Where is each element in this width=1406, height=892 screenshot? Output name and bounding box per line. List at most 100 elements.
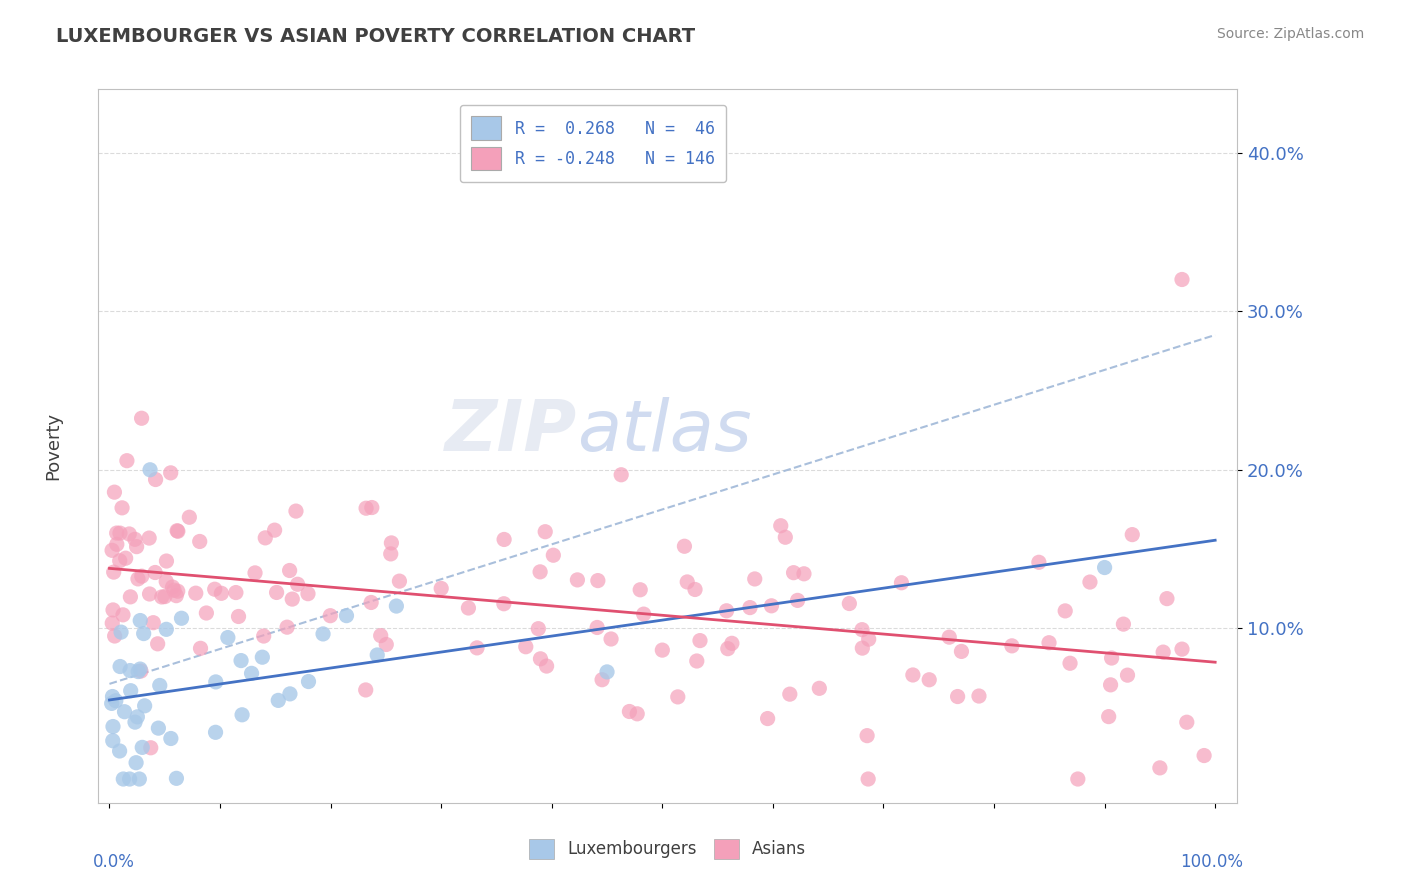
Point (143, 566, 166, 580)
Point (775, 530, 797, 544)
Point (610, 467, 633, 482)
Point (146, 637, 169, 651)
Point (586, 574, 609, 588)
Point (111, 500, 134, 515)
Point (114, 551, 136, 566)
Point (118, 527, 141, 541)
Point (229, 654, 252, 668)
Point (129, 614, 152, 628)
Point (108, 526, 131, 541)
Point (312, 627, 335, 641)
Point (808, 681, 831, 696)
Point (231, 707, 253, 722)
Point (129, 664, 152, 678)
Point (278, 564, 301, 578)
Point (370, 629, 392, 643)
Point (1192, 748, 1215, 763)
Point (104, 629, 127, 643)
Point (1171, 642, 1194, 657)
Point (596, 665, 619, 679)
Point (110, 625, 132, 640)
Point (529, 565, 551, 579)
Point (1171, 272, 1194, 286)
Point (204, 674, 226, 689)
Point (166, 524, 188, 539)
Point (515, 640, 537, 654)
Point (105, 526, 128, 541)
Point (666, 690, 689, 704)
Point (217, 631, 239, 645)
Point (127, 710, 149, 724)
Point (651, 643, 673, 657)
Point (465, 640, 488, 655)
Point (628, 582, 651, 597)
Point (738, 600, 761, 615)
Point (297, 674, 319, 689)
Point (252, 650, 274, 665)
Point (1112, 617, 1135, 632)
Point (160, 731, 183, 746)
Point (354, 501, 377, 516)
Point (586, 620, 609, 634)
Point (375, 638, 398, 652)
Point (721, 636, 744, 650)
Point (108, 554, 131, 568)
Point (716, 604, 738, 618)
Point (619, 705, 641, 719)
Point (129, 662, 152, 676)
Point (134, 698, 156, 713)
Point (1099, 678, 1122, 692)
Point (380, 536, 402, 550)
Point (494, 533, 516, 547)
Point (285, 504, 308, 518)
Point (104, 694, 127, 708)
Point (717, 641, 740, 656)
Point (155, 554, 177, 568)
Point (253, 629, 276, 643)
Point (225, 585, 247, 599)
Point (204, 582, 226, 597)
Point (131, 569, 153, 583)
Point (243, 566, 266, 580)
Point (103, 565, 125, 579)
Text: 0.0%: 0.0% (93, 853, 135, 871)
Point (856, 772, 879, 786)
Point (1121, 527, 1143, 541)
Point (209, 586, 232, 600)
Point (567, 573, 589, 587)
Point (166, 584, 188, 599)
Point (115, 453, 138, 467)
Point (1149, 761, 1171, 775)
Point (120, 590, 142, 604)
Point (1098, 709, 1121, 723)
Point (155, 574, 177, 589)
Point (159, 466, 181, 480)
Point (204, 725, 226, 739)
Point (769, 518, 792, 533)
Point (950, 644, 973, 658)
Point (366, 648, 388, 662)
Point (851, 641, 873, 656)
Point (184, 586, 207, 600)
Point (267, 693, 290, 707)
Point (1028, 555, 1050, 569)
Point (263, 523, 285, 537)
Point (354, 682, 377, 697)
Point (101, 720, 124, 734)
Point (676, 574, 699, 589)
Point (297, 587, 319, 601)
Point (786, 593, 808, 607)
Text: Poverty: Poverty (44, 412, 62, 480)
Point (793, 566, 815, 581)
Point (858, 632, 880, 647)
Point (287, 577, 309, 591)
Point (1067, 772, 1090, 786)
Point (543, 548, 565, 562)
Point (1175, 715, 1198, 730)
Point (254, 531, 277, 545)
Point (527, 622, 550, 636)
Text: LUXEMBOURGER VS ASIAN POVERTY CORRELATION CHART: LUXEMBOURGER VS ASIAN POVERTY CORRELATIO… (56, 27, 696, 45)
Point (536, 659, 558, 673)
Point (838, 597, 860, 611)
Point (150, 590, 173, 604)
